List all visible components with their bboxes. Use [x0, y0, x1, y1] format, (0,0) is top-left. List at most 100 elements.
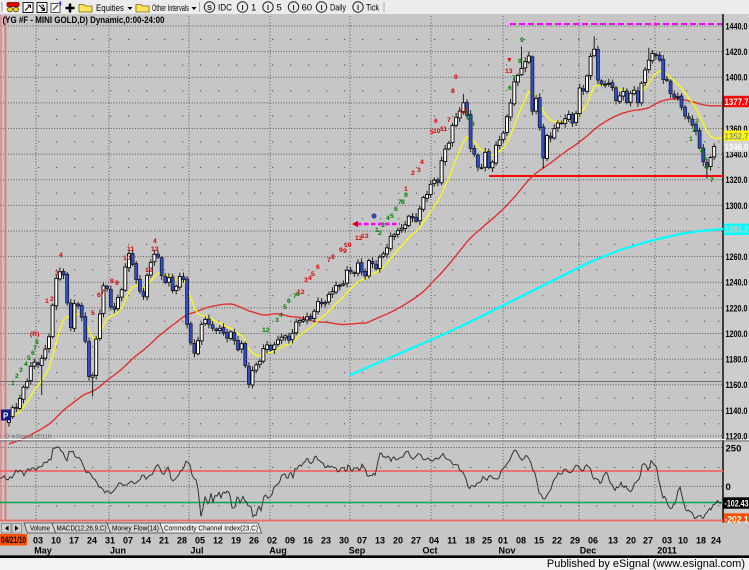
svg-text:May: May — [34, 546, 52, 556]
svg-text:1260.0: 1260.0 — [726, 252, 748, 263]
svg-text:8: 8 — [331, 254, 335, 261]
svg-text:6: 6 — [316, 264, 320, 271]
svg-text:10: 10 — [51, 536, 61, 546]
svg-text:1352.7: 1352.7 — [725, 132, 749, 143]
svg-text:5: 5 — [91, 310, 95, 317]
svg-text:2: 2 — [378, 230, 382, 237]
svg-text:6: 6 — [31, 350, 35, 357]
svg-text:9: 9 — [343, 248, 347, 255]
svg-text:1: 1 — [11, 380, 15, 387]
svg-text:7: 7 — [512, 75, 516, 82]
svg-text:31: 31 — [105, 536, 115, 546]
svg-text:I: I — [357, 3, 359, 12]
svg-text:20: 20 — [393, 536, 403, 546]
svg-text:P: P — [3, 411, 9, 420]
svg-text:Daily: Daily — [330, 3, 346, 14]
svg-text:13: 13 — [361, 233, 369, 240]
svg-text:4: 4 — [24, 361, 28, 368]
svg-text:1: 1 — [464, 109, 468, 116]
svg-text:15: 15 — [534, 536, 544, 546]
svg-text:12: 12 — [355, 235, 363, 242]
svg-text:3: 3 — [19, 367, 23, 374]
svg-text:4: 4 — [308, 275, 312, 282]
svg-text:10: 10 — [678, 536, 688, 546]
svg-text:2: 2 — [50, 296, 54, 303]
svg-text:28: 28 — [177, 536, 187, 546]
svg-text:6: 6 — [97, 292, 101, 299]
svg-text:Jul: Jul — [190, 546, 203, 556]
svg-text:4: 4 — [153, 238, 157, 245]
svg-text:7: 7 — [293, 293, 297, 300]
svg-text:1440.0: 1440.0 — [726, 21, 748, 32]
svg-text:8: 8 — [401, 199, 405, 206]
svg-text:MACD(12,26,9,C): MACD(12,26,9,C) — [57, 526, 107, 533]
svg-text:60: 60 — [302, 3, 313, 14]
svg-text:7: 7 — [447, 117, 451, 124]
svg-text:© eSignal, 2010: © eSignal, 2010 — [5, 433, 52, 441]
svg-text:IDC: IDC — [218, 3, 232, 14]
svg-text:5: 5 — [430, 129, 434, 136]
svg-text:03: 03 — [33, 536, 43, 546]
svg-text:10: 10 — [344, 242, 352, 249]
svg-text:11: 11 — [440, 126, 447, 133]
svg-text:18: 18 — [696, 536, 706, 546]
svg-text:1: 1 — [404, 186, 408, 193]
svg-text:1420.0: 1420.0 — [726, 47, 748, 58]
svg-text:8: 8 — [451, 88, 455, 95]
svg-text:5: 5 — [283, 304, 287, 311]
svg-text:25: 25 — [482, 536, 492, 546]
svg-text:▼: ▼ — [506, 57, 513, 64]
svg-text:29: 29 — [570, 536, 580, 546]
svg-text:7: 7 — [33, 345, 37, 352]
svg-text:07: 07 — [123, 536, 133, 546]
svg-text:I: I — [320, 3, 322, 12]
svg-text:2: 2 — [15, 373, 19, 380]
svg-text:Other Intervals: Other Intervals — [152, 3, 189, 14]
svg-text:Jun: Jun — [110, 546, 126, 556]
svg-text:7: 7 — [327, 257, 331, 264]
svg-text:13: 13 — [375, 536, 385, 546]
svg-text:04: 04 — [429, 536, 439, 546]
svg-text:8: 8 — [518, 58, 522, 65]
svg-text:3: 3 — [471, 121, 475, 128]
svg-text:1281.2: 1281.2 — [725, 225, 749, 236]
svg-text:11: 11 — [127, 246, 134, 253]
svg-text:1220.0: 1220.0 — [726, 303, 748, 314]
svg-text:I: I — [292, 3, 294, 12]
svg-text:4: 4 — [700, 148, 704, 155]
svg-text:18: 18 — [465, 536, 475, 546]
svg-text:-102.43: -102.43 — [725, 498, 749, 509]
svg-text:8: 8 — [296, 291, 300, 298]
svg-text:6: 6 — [508, 85, 512, 92]
svg-text:5: 5 — [311, 271, 315, 278]
svg-text:03: 03 — [662, 536, 672, 546]
svg-text:1320.0: 1320.0 — [726, 175, 748, 186]
svg-text:1360.0: 1360.0 — [726, 124, 748, 135]
svg-text:5: 5 — [390, 213, 394, 220]
svg-text:(R): (R) — [30, 331, 39, 338]
svg-text:01: 01 — [498, 536, 508, 546]
svg-text:07: 07 — [357, 536, 367, 546]
svg-text:I: I — [241, 3, 243, 12]
svg-text:9: 9 — [115, 280, 119, 287]
svg-text:1200.0: 1200.0 — [726, 329, 748, 340]
svg-text:1340.0: 1340.0 — [726, 150, 748, 161]
svg-text:Aug: Aug — [269, 546, 287, 556]
svg-text:1: 1 — [45, 298, 49, 305]
svg-text:Dec: Dec — [580, 546, 597, 556]
svg-text:05: 05 — [195, 536, 205, 546]
svg-text:(YG #F - MINI GOLD,D) Dynamic,: (YG #F - MINI GOLD,D) Dynamic,0:00-24:00 — [3, 15, 165, 25]
svg-text:4: 4 — [59, 252, 63, 259]
svg-text:14: 14 — [141, 536, 151, 546]
svg-text:11: 11 — [447, 536, 457, 546]
svg-text:2011: 2011 — [657, 546, 677, 556]
svg-text:6: 6 — [705, 164, 709, 171]
svg-text:19: 19 — [231, 536, 241, 546]
svg-text:08: 08 — [516, 536, 526, 546]
svg-text:Equities: Equities — [96, 3, 124, 14]
svg-text:06: 06 — [588, 536, 598, 546]
svg-text:5: 5 — [27, 355, 31, 362]
svg-text:1: 1 — [375, 227, 379, 234]
svg-text:12: 12 — [213, 536, 223, 546]
svg-text:3: 3 — [381, 222, 385, 229]
